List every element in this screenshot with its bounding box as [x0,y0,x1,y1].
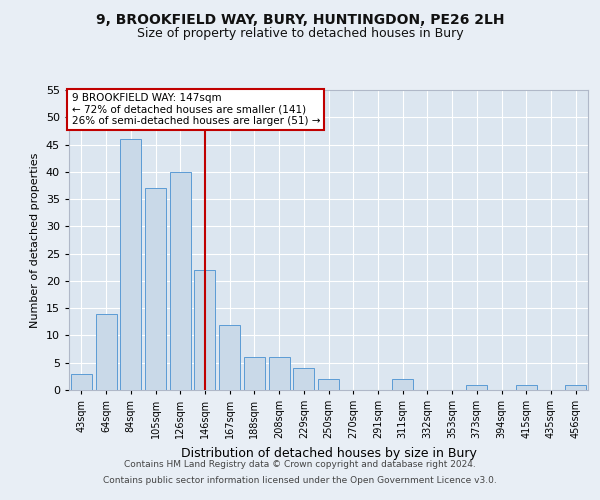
Bar [194,270,215,390]
Bar [244,358,265,390]
Bar [120,139,141,390]
Bar [145,188,166,390]
Text: 9, BROOKFIELD WAY, BURY, HUNTINGDON, PE26 2LH: 9, BROOKFIELD WAY, BURY, HUNTINGDON, PE2… [96,12,504,26]
Text: Size of property relative to detached houses in Bury: Size of property relative to detached ho… [137,28,463,40]
Y-axis label: Number of detached properties: Number of detached properties [30,152,40,328]
Bar [170,172,191,390]
Bar [516,384,537,390]
Bar [293,368,314,390]
Bar [219,324,240,390]
Bar [269,358,290,390]
Text: 9 BROOKFIELD WAY: 147sqm
← 72% of detached houses are smaller (141)
26% of semi-: 9 BROOKFIELD WAY: 147sqm ← 72% of detach… [71,93,320,126]
Bar [392,379,413,390]
Bar [565,384,586,390]
Bar [318,379,339,390]
Text: Contains HM Land Registry data © Crown copyright and database right 2024.: Contains HM Land Registry data © Crown c… [124,460,476,469]
Bar [95,314,116,390]
Bar [71,374,92,390]
Bar [466,384,487,390]
X-axis label: Distribution of detached houses by size in Bury: Distribution of detached houses by size … [181,446,476,460]
Text: Contains public sector information licensed under the Open Government Licence v3: Contains public sector information licen… [103,476,497,485]
